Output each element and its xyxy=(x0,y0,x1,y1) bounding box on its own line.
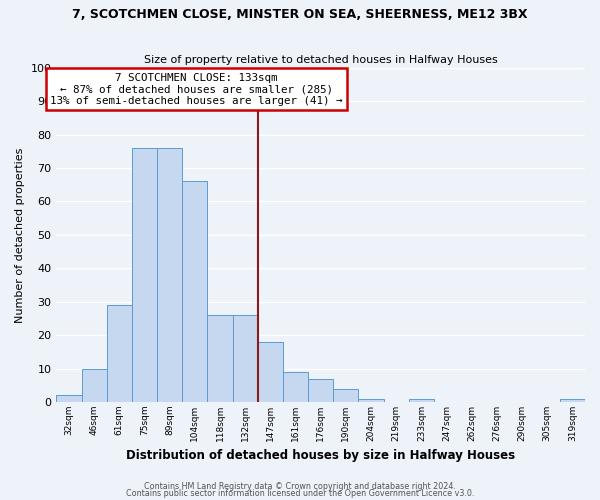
Bar xyxy=(233,315,258,402)
Bar xyxy=(157,148,182,402)
Bar xyxy=(182,182,208,402)
Bar xyxy=(333,388,358,402)
Bar xyxy=(132,148,157,402)
Bar xyxy=(358,398,383,402)
Text: Contains HM Land Registry data © Crown copyright and database right 2024.: Contains HM Land Registry data © Crown c… xyxy=(144,482,456,491)
Text: 7 SCOTCHMEN CLOSE: 133sqm
← 87% of detached houses are smaller (285)
13% of semi: 7 SCOTCHMEN CLOSE: 133sqm ← 87% of detac… xyxy=(50,72,343,106)
Bar xyxy=(56,396,82,402)
Title: Size of property relative to detached houses in Halfway Houses: Size of property relative to detached ho… xyxy=(144,56,497,66)
Y-axis label: Number of detached properties: Number of detached properties xyxy=(15,147,25,322)
Bar xyxy=(308,378,333,402)
Bar xyxy=(560,398,585,402)
Bar xyxy=(208,315,233,402)
Text: 7, SCOTCHMEN CLOSE, MINSTER ON SEA, SHEERNESS, ME12 3BX: 7, SCOTCHMEN CLOSE, MINSTER ON SEA, SHEE… xyxy=(72,8,528,20)
Bar xyxy=(107,305,132,402)
Bar xyxy=(283,372,308,402)
X-axis label: Distribution of detached houses by size in Halfway Houses: Distribution of detached houses by size … xyxy=(126,450,515,462)
Bar xyxy=(258,342,283,402)
Bar xyxy=(409,398,434,402)
Bar xyxy=(82,368,107,402)
Text: Contains public sector information licensed under the Open Government Licence v3: Contains public sector information licen… xyxy=(126,489,474,498)
